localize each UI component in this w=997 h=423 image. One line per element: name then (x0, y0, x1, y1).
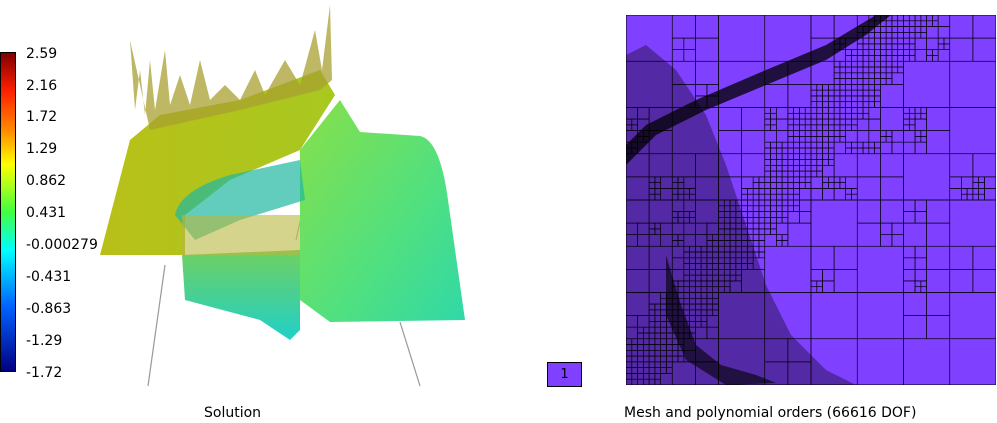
colorbar-tick: -0.863 (26, 301, 72, 317)
colorbar-tick: -1.29 (26, 333, 63, 349)
colorbar-tick: 2.59 (26, 46, 58, 62)
solution-caption: Solution (204, 405, 262, 421)
polynomial-order-legend: 1 (547, 362, 582, 387)
colorbar-tick: 0.862 (26, 173, 67, 189)
colorbar-tick: 1.72 (26, 109, 58, 125)
colorbar (0, 52, 16, 372)
colorbar-tick: 0.431 (26, 205, 67, 221)
colorbar-tick: -0.431 (26, 269, 72, 285)
colorbar-tick: 2.16 (26, 78, 58, 94)
colorbar-tick: 1.29 (26, 141, 58, 157)
mesh-plot[interactable] (626, 15, 996, 385)
solution-surface-plot[interactable] (0, 0, 540, 400)
colorbar-tick: -1.72 (26, 365, 63, 381)
colorbar-tick: -0.000279 (26, 237, 98, 253)
mesh-caption: Mesh and polynomial orders (66616 DOF) (624, 405, 917, 421)
